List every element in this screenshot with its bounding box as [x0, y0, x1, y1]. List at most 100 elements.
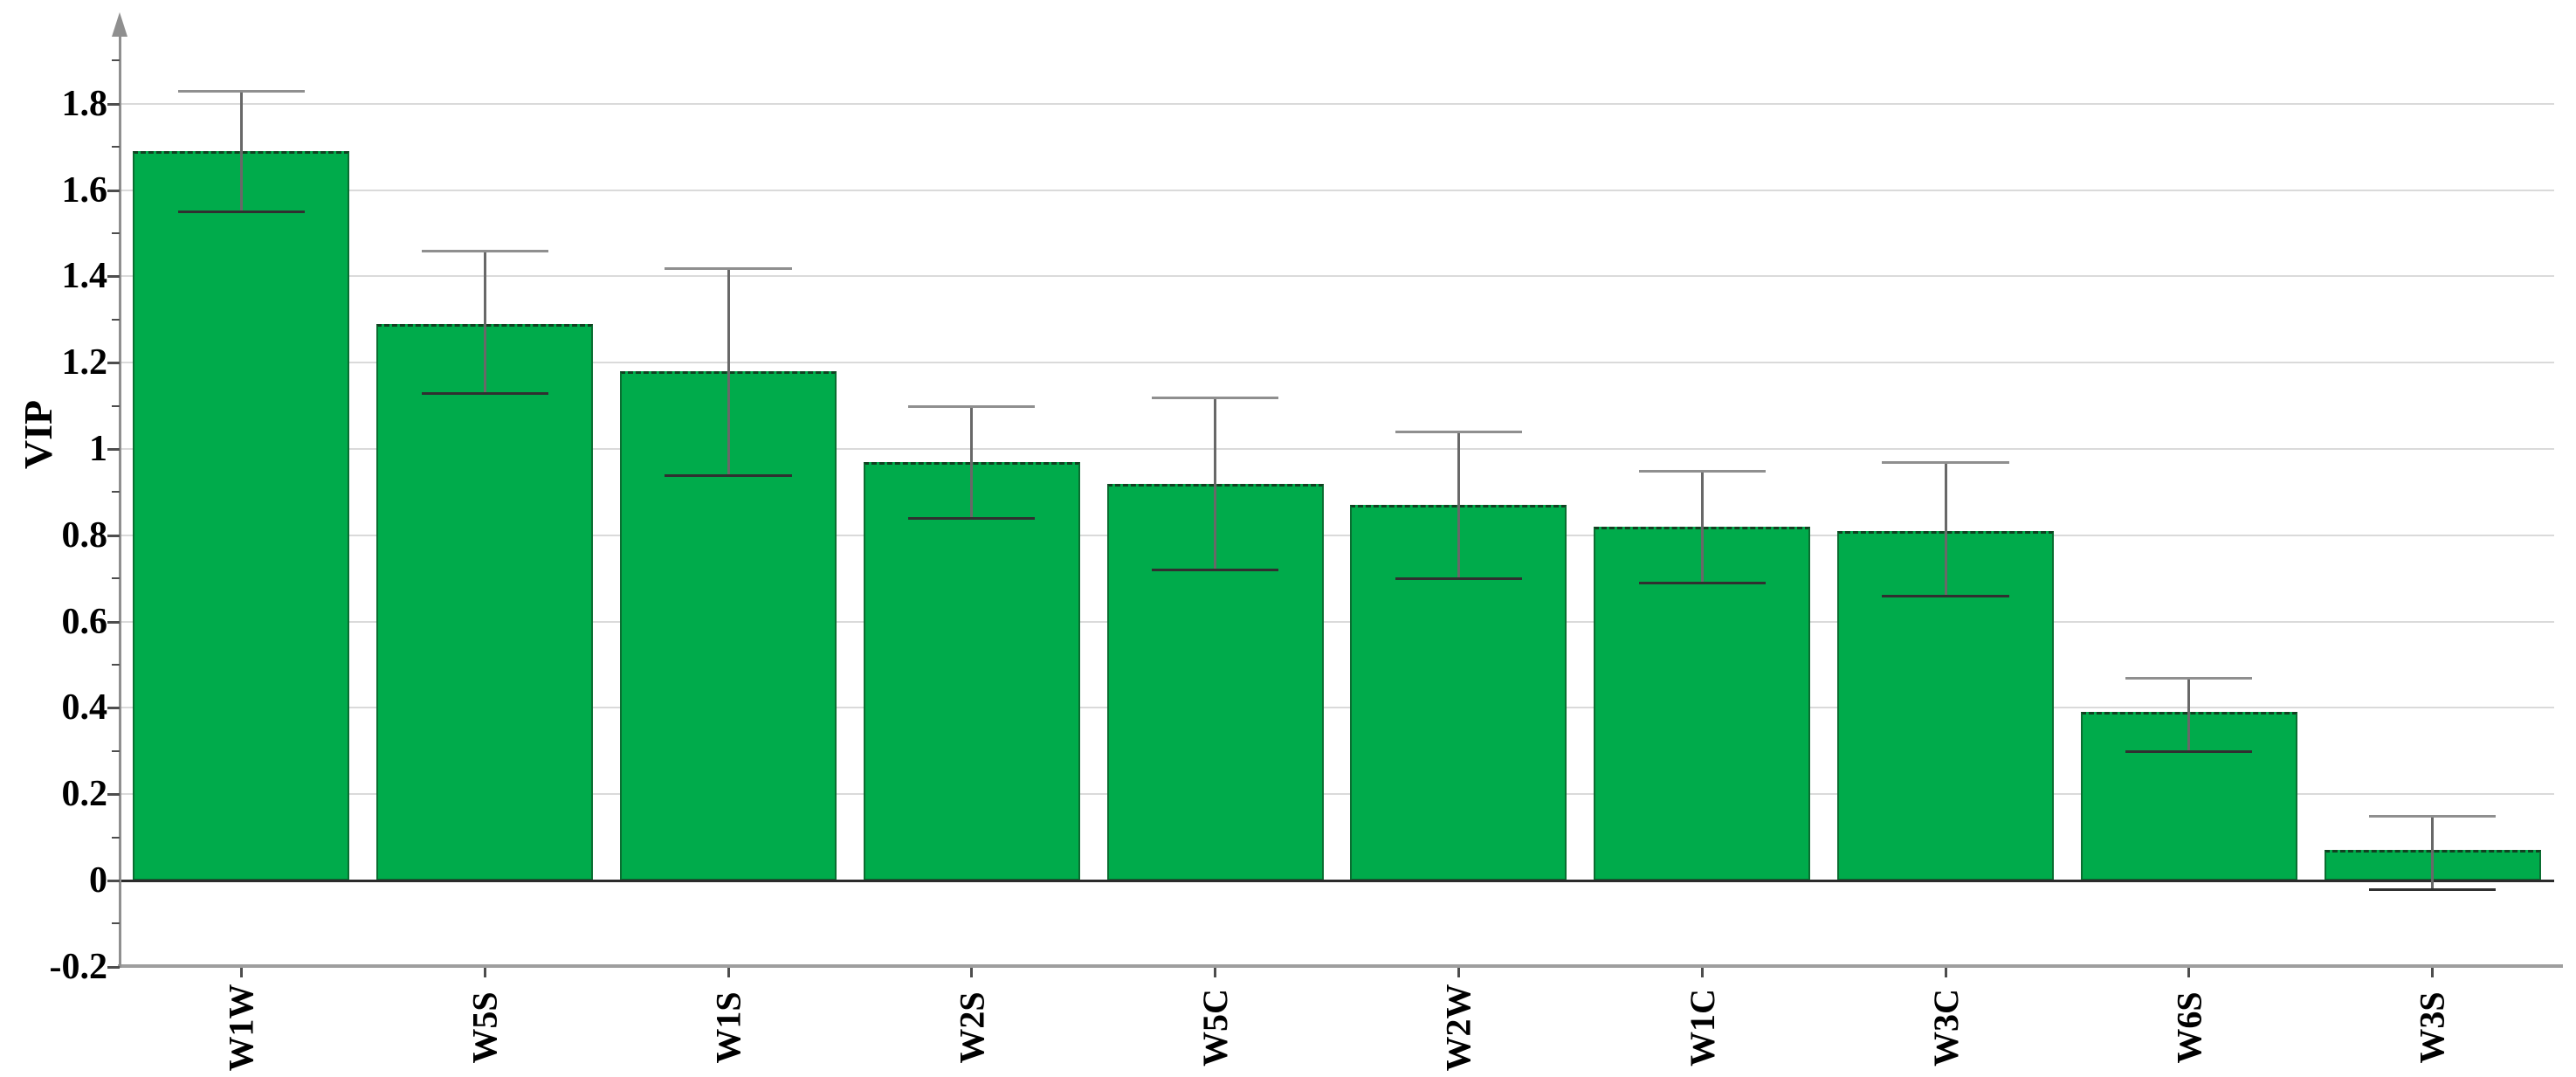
error-bar-cap-top — [421, 249, 548, 252]
error-bar-cap-bottom — [1152, 569, 1279, 572]
y-tick-minor — [112, 577, 120, 580]
y-tick-label: 0.4 — [61, 687, 108, 728]
error-bar-cap-bottom — [665, 473, 792, 477]
y-tick-label: 0 — [89, 860, 107, 901]
y-tick-major — [107, 534, 120, 537]
x-tick — [970, 964, 974, 977]
x-category-label-text: W2W — [1438, 984, 1478, 1071]
y-tick-minor — [112, 59, 120, 62]
x-category-label: W5S — [432, 984, 537, 1071]
x-tick — [1457, 964, 1460, 977]
error-bar-cap-top — [665, 266, 792, 270]
bar-w1w — [133, 151, 350, 880]
x-category-label: W2W — [1406, 984, 1511, 1071]
error-bar-cap-bottom — [2125, 749, 2253, 753]
y-tick-minor — [112, 922, 120, 925]
x-category-label-text: W1W — [221, 984, 261, 1071]
bar-w1c — [1594, 526, 1811, 880]
y-axis-line — [119, 26, 121, 968]
error-bar-line — [1944, 461, 1947, 596]
x-tick — [483, 964, 486, 977]
error-bar-cap-top — [1882, 460, 2009, 464]
gridline — [120, 793, 2554, 796]
x-axis-line — [118, 964, 2563, 968]
error-bar-line — [239, 90, 243, 212]
y-tick-label: 1.4 — [61, 256, 108, 297]
y-tick-minor — [112, 664, 120, 666]
bar-w2s — [863, 461, 1080, 880]
error-bar-cap-top — [2369, 814, 2497, 818]
y-tick-major — [107, 102, 120, 106]
error-bar-line — [1214, 397, 1217, 570]
gridline — [120, 707, 2554, 709]
y-tick-label: 0.6 — [61, 601, 108, 642]
error-bar-line — [483, 250, 486, 393]
x-category-label-text: W5C — [1195, 988, 1236, 1067]
error-bar-line — [727, 267, 730, 475]
error-bar-cap-top — [1152, 396, 1279, 399]
zero-baseline — [120, 880, 2554, 882]
error-bar-cap-bottom — [2369, 887, 2497, 891]
x-category-label: W2S — [920, 984, 1024, 1071]
error-bar-cap-top — [1638, 469, 1766, 473]
x-category-label: W3C — [1893, 984, 1998, 1071]
y-tick-label: 1.6 — [61, 169, 108, 211]
y-tick-label: -0.2 — [49, 946, 108, 987]
gridline — [120, 534, 2554, 536]
y-tick-label: 0.8 — [61, 514, 108, 556]
error-bar-cap-bottom — [1882, 594, 2009, 597]
gridline — [120, 189, 2554, 191]
error-bar-cap-top — [2125, 676, 2253, 680]
x-category-label: W1S — [676, 984, 781, 1071]
gridline — [120, 362, 2554, 364]
y-tick-label: 1.8 — [61, 83, 108, 124]
y-tick-minor — [112, 232, 120, 234]
error-bar-cap-top — [1395, 431, 1522, 434]
y-tick-major — [107, 275, 120, 279]
x-category-label-text: W5S — [465, 991, 505, 1064]
y-axis-arrow-icon — [112, 12, 127, 37]
x-tick — [1214, 964, 1217, 977]
error-bar-cap-bottom — [421, 391, 548, 395]
y-tick-major — [107, 189, 120, 192]
x-category-label: W3S — [2380, 984, 2485, 1071]
y-tick-major — [107, 362, 120, 365]
error-bar-cap-bottom — [177, 211, 305, 214]
x-tick — [1944, 964, 1947, 977]
gridline — [120, 275, 2554, 278]
y-tick-minor — [112, 491, 120, 494]
y-tick-major — [107, 620, 120, 624]
y-tick-minor — [112, 836, 120, 839]
error-bar-line — [1457, 431, 1460, 579]
x-category-label-text: W3S — [2413, 991, 2453, 1064]
error-bar-line — [2431, 815, 2435, 889]
gridline — [120, 620, 2554, 623]
error-bar-cap-bottom — [1638, 582, 1766, 585]
y-tick-minor — [112, 749, 120, 752]
x-tick — [2431, 964, 2435, 977]
y-tick-minor — [112, 318, 120, 321]
error-bar-cap-bottom — [1395, 577, 1522, 581]
error-bar-cap-top — [177, 89, 305, 93]
y-tick-major — [107, 965, 120, 969]
x-tick — [239, 964, 243, 977]
gridline — [120, 448, 2554, 450]
y-tick-minor — [112, 146, 120, 148]
x-tick — [2187, 964, 2191, 977]
y-tick-label: 1 — [89, 429, 107, 469]
error-bar-cap-bottom — [908, 517, 1036, 521]
gridline — [120, 102, 2554, 105]
y-tick-major — [107, 448, 120, 451]
x-category-label: W6S — [2137, 984, 2242, 1071]
bar-w5s — [376, 323, 594, 880]
x-category-label: W1W — [189, 984, 293, 1071]
x-category-label-text: W6S — [2169, 991, 2209, 1064]
error-bar-line — [2187, 677, 2191, 751]
y-tick-minor — [112, 404, 120, 407]
x-category-label-text: W1S — [708, 991, 748, 1064]
x-category-label-text: W1C — [1682, 988, 1722, 1067]
y-tick-major — [107, 793, 120, 797]
y-tick-label: 0.2 — [61, 774, 108, 815]
x-category-label: W5C — [1163, 984, 1268, 1071]
